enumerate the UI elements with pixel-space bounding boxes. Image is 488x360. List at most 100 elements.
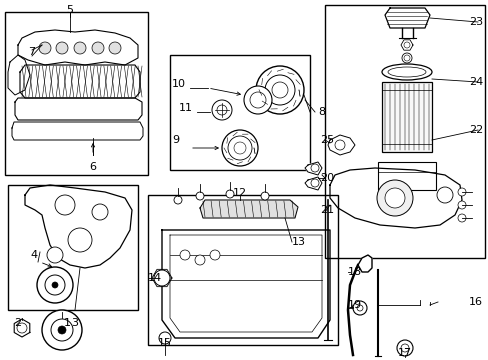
Polygon shape: [12, 122, 142, 140]
Circle shape: [310, 164, 318, 172]
Text: 18: 18: [347, 267, 362, 277]
Text: 11: 11: [179, 103, 193, 113]
Circle shape: [51, 319, 73, 341]
Circle shape: [401, 53, 411, 63]
Text: 5: 5: [66, 5, 73, 15]
Text: 9: 9: [172, 135, 179, 145]
Circle shape: [227, 136, 251, 160]
Circle shape: [403, 42, 409, 48]
Circle shape: [352, 301, 366, 315]
Circle shape: [45, 275, 65, 295]
Circle shape: [92, 204, 108, 220]
Text: 14: 14: [148, 273, 162, 283]
Circle shape: [261, 192, 268, 200]
Circle shape: [310, 179, 318, 187]
Circle shape: [52, 282, 58, 288]
Circle shape: [209, 250, 220, 260]
Circle shape: [180, 250, 190, 260]
Circle shape: [68, 228, 92, 252]
Text: 16: 16: [468, 297, 482, 307]
Polygon shape: [25, 185, 132, 268]
Circle shape: [249, 92, 265, 108]
Circle shape: [58, 326, 66, 334]
Bar: [5, 12, 148, 175]
Text: 24: 24: [468, 77, 482, 87]
Bar: [148, 195, 337, 345]
Circle shape: [222, 130, 258, 166]
Circle shape: [225, 190, 234, 198]
Text: 4: 4: [30, 250, 37, 260]
Polygon shape: [8, 55, 30, 95]
Circle shape: [264, 75, 294, 105]
Circle shape: [39, 42, 51, 54]
Circle shape: [271, 82, 287, 98]
Text: 13: 13: [291, 237, 305, 247]
Circle shape: [396, 340, 412, 356]
Circle shape: [92, 42, 104, 54]
Bar: [170, 55, 309, 170]
Circle shape: [56, 42, 68, 54]
Circle shape: [47, 247, 63, 263]
Text: 19: 19: [347, 300, 362, 310]
Circle shape: [436, 187, 452, 203]
Text: 23: 23: [468, 17, 482, 27]
Polygon shape: [20, 65, 140, 98]
Bar: [377, 162, 435, 190]
Circle shape: [174, 196, 182, 204]
Bar: [381, 82, 431, 152]
Circle shape: [457, 188, 465, 196]
Text: 1: 1: [63, 318, 70, 328]
Text: 21: 21: [319, 205, 333, 215]
Text: 22: 22: [468, 125, 482, 135]
Text: 6: 6: [89, 162, 96, 172]
Text: 17: 17: [397, 348, 411, 358]
Text: 15: 15: [158, 338, 172, 348]
Polygon shape: [200, 200, 297, 218]
Circle shape: [159, 332, 171, 344]
Polygon shape: [162, 230, 329, 338]
Circle shape: [403, 55, 409, 61]
Text: 8: 8: [317, 107, 325, 117]
Circle shape: [400, 344, 408, 352]
Circle shape: [195, 255, 204, 265]
Circle shape: [37, 267, 73, 303]
Polygon shape: [18, 30, 138, 65]
Circle shape: [356, 305, 362, 311]
Circle shape: [376, 180, 412, 216]
Circle shape: [212, 100, 231, 120]
Polygon shape: [384, 8, 429, 28]
Polygon shape: [329, 168, 461, 228]
Circle shape: [17, 323, 27, 333]
Circle shape: [457, 201, 465, 209]
Text: 25: 25: [319, 135, 333, 145]
Bar: [325, 5, 484, 258]
Circle shape: [256, 66, 304, 114]
Text: 12: 12: [232, 188, 246, 198]
Circle shape: [154, 270, 170, 286]
Polygon shape: [305, 162, 321, 175]
Circle shape: [217, 105, 226, 115]
Circle shape: [334, 140, 345, 150]
Circle shape: [234, 142, 245, 154]
Circle shape: [457, 214, 465, 222]
Polygon shape: [357, 255, 371, 272]
Polygon shape: [14, 319, 30, 337]
Circle shape: [74, 42, 86, 54]
Circle shape: [109, 42, 121, 54]
Polygon shape: [305, 177, 321, 190]
Bar: [8, 185, 138, 310]
Circle shape: [42, 310, 82, 350]
Circle shape: [244, 86, 271, 114]
Circle shape: [384, 188, 404, 208]
Ellipse shape: [381, 64, 431, 80]
Text: 7: 7: [28, 47, 35, 57]
Polygon shape: [327, 135, 354, 155]
Text: 2: 2: [15, 318, 21, 328]
Text: 10: 10: [172, 79, 185, 89]
Ellipse shape: [387, 67, 425, 77]
Circle shape: [196, 192, 203, 200]
Text: 3: 3: [71, 318, 79, 328]
Polygon shape: [400, 40, 412, 50]
Circle shape: [55, 195, 75, 215]
Polygon shape: [15, 98, 142, 120]
